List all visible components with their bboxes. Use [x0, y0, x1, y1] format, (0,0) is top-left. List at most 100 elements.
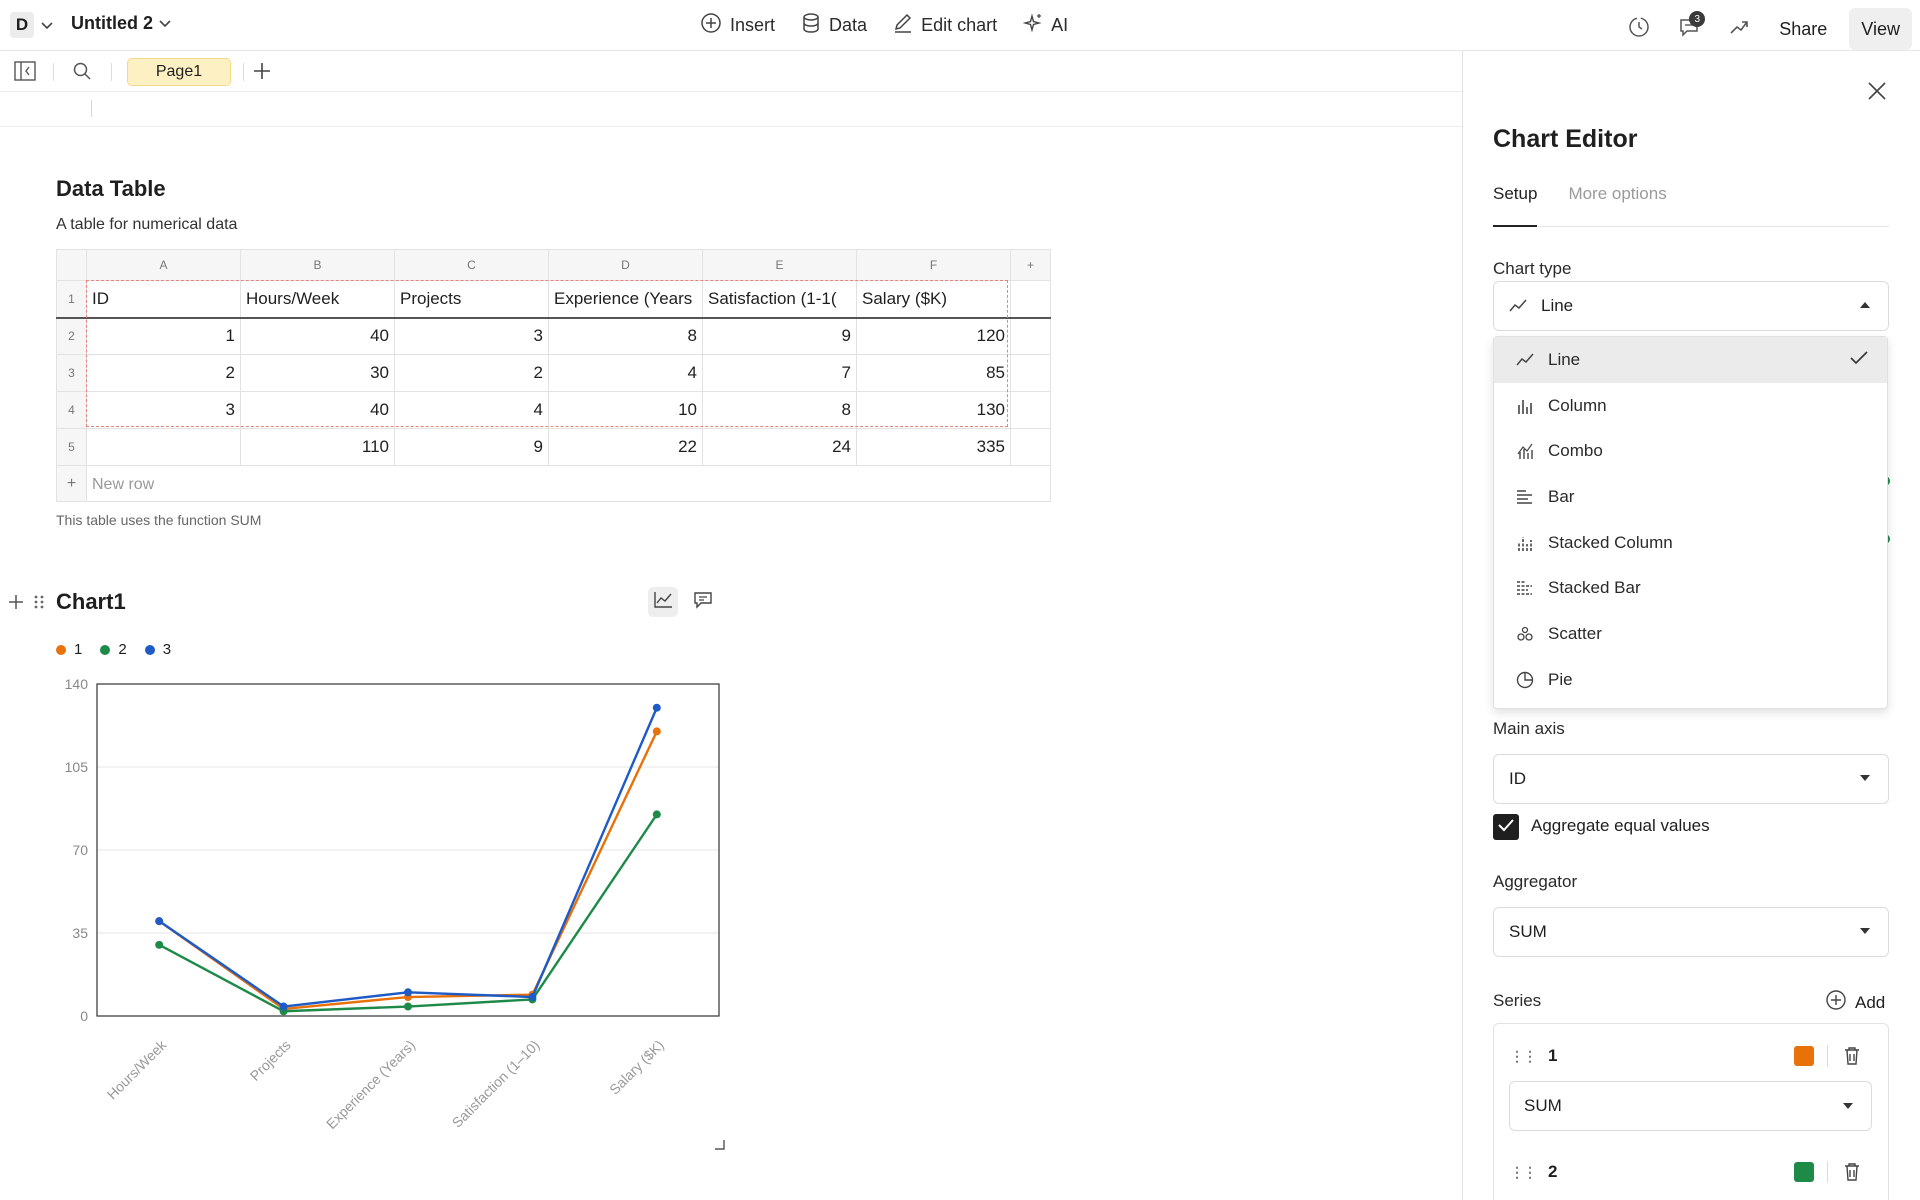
row-number[interactable]: 3: [56, 354, 87, 392]
table-cell[interactable]: [1010, 391, 1051, 429]
column-chart-icon: [1516, 397, 1534, 415]
tab-page1[interactable]: Page1: [127, 58, 231, 86]
table-cell[interactable]: ID: [86, 280, 241, 319]
new-row-button[interactable]: New row: [86, 465, 1051, 502]
table-cell[interactable]: 10: [548, 391, 703, 429]
table-cell[interactable]: [1010, 428, 1051, 466]
sidebar-toggle-icon[interactable]: [14, 61, 36, 86]
chart-type-option-pie[interactable]: Pie: [1494, 657, 1887, 703]
table-cell[interactable]: 30: [240, 354, 395, 392]
table-cell[interactable]: 2: [86, 354, 241, 392]
title-chevron-icon[interactable]: [158, 13, 172, 34]
workspace-avatar[interactable]: D: [10, 12, 34, 38]
column-letter[interactable]: B: [240, 249, 395, 281]
search-icon[interactable]: [72, 61, 92, 86]
table-cell[interactable]: Satisfaction (1-1(: [702, 280, 857, 319]
table-cell[interactable]: 9: [394, 428, 549, 466]
aggregate-checkbox[interactable]: [1493, 814, 1519, 840]
add-block-icon[interactable]: [8, 594, 24, 615]
table-cell[interactable]: 22: [548, 428, 703, 466]
add-page-icon[interactable]: [252, 61, 272, 86]
aggregator-select[interactable]: SUM: [1493, 907, 1889, 957]
table-cell[interactable]: 2: [394, 354, 549, 392]
table-cell[interactable]: 8: [548, 317, 703, 355]
data-button[interactable]: Data: [801, 10, 867, 40]
column-letter[interactable]: A: [86, 249, 241, 281]
table-cell[interactable]: 85: [856, 354, 1011, 392]
table-cell[interactable]: 4: [394, 391, 549, 429]
chart-type-option-stacked-column[interactable]: Stacked Column: [1494, 520, 1887, 566]
chart-type-option-bar[interactable]: Bar: [1494, 474, 1887, 520]
table-cell[interactable]: 40: [240, 317, 395, 355]
row-number[interactable]: 2: [56, 317, 87, 355]
series-color-swatch[interactable]: [1794, 1046, 1814, 1066]
legend-item[interactable]: 3: [144, 641, 171, 658]
series-aggregator-select[interactable]: SUM: [1509, 1081, 1872, 1131]
workspace-chevron-icon[interactable]: [40, 18, 54, 36]
close-button[interactable]: [1863, 79, 1891, 107]
table-cell[interactable]: Experience (Years: [548, 280, 703, 319]
legend-item[interactable]: 1: [56, 641, 82, 658]
column-letter[interactable]: C: [394, 249, 549, 281]
table-cell[interactable]: [1010, 280, 1051, 319]
chart-view-button[interactable]: [648, 587, 678, 617]
table-cell[interactable]: 24: [702, 428, 857, 466]
table-cell[interactable]: Projects: [394, 280, 549, 319]
trash-icon[interactable]: [1841, 1161, 1863, 1183]
table-cell[interactable]: 335: [856, 428, 1011, 466]
drag-handle-icon[interactable]: ⋮⋮: [1510, 1163, 1537, 1180]
share-button[interactable]: Share: [1779, 18, 1828, 39]
history-button[interactable]: [1621, 11, 1657, 47]
chart-type-option-combo[interactable]: Combo: [1494, 428, 1887, 474]
chart-type-option-stacked-bar[interactable]: Stacked Bar: [1494, 565, 1887, 611]
row-number[interactable]: 4: [56, 391, 87, 429]
table-cell[interactable]: 3: [86, 391, 241, 429]
table-cell[interactable]: Salary ($K): [856, 280, 1011, 319]
chart-type-option-column[interactable]: Column: [1494, 383, 1887, 429]
table-cell[interactable]: [1010, 317, 1051, 355]
formula-bar[interactable]: [0, 92, 1462, 127]
main-axis-select[interactable]: ID: [1493, 754, 1889, 804]
edit-chart-button[interactable]: Edit chart: [893, 10, 997, 40]
drag-handle-icon[interactable]: [34, 594, 44, 615]
tab-more-options[interactable]: More options: [1568, 184, 1667, 203]
table-cell[interactable]: 3: [394, 317, 549, 355]
add-series-button[interactable]: Add: [1825, 989, 1885, 1016]
chart-type-option-scatter[interactable]: Scatter: [1494, 611, 1887, 657]
comments-button[interactable]: 3: [1671, 11, 1707, 47]
analytics-button[interactable]: [1721, 11, 1757, 47]
table-cell[interactable]: 40: [240, 391, 395, 429]
add-column-button[interactable]: +: [1010, 249, 1051, 281]
table-cell[interactable]: 4: [548, 354, 703, 392]
table-cell[interactable]: 7: [702, 354, 857, 392]
table-cell[interactable]: [1010, 354, 1051, 392]
table-cell[interactable]: 9: [702, 317, 857, 355]
add-row-icon[interactable]: +: [56, 465, 87, 502]
table-cell[interactable]: Hours/Week: [240, 280, 395, 319]
table-cell[interactable]: 1: [86, 317, 241, 355]
corner-cell[interactable]: [56, 249, 87, 281]
ai-button[interactable]: AI: [1022, 10, 1068, 40]
row-number[interactable]: 1: [56, 280, 87, 319]
chart-comment-button[interactable]: [688, 587, 718, 617]
legend-item[interactable]: 2: [100, 641, 127, 658]
table-cell[interactable]: 110: [240, 428, 395, 466]
drag-handle-icon[interactable]: ⋮⋮: [1510, 1047, 1537, 1064]
column-letter[interactable]: E: [702, 249, 857, 281]
row-number[interactable]: 5: [56, 428, 87, 466]
table-cell[interactable]: 130: [856, 391, 1011, 429]
column-letter[interactable]: D: [548, 249, 703, 281]
chart-type-option-line[interactable]: Line: [1494, 337, 1887, 383]
tab-setup[interactable]: Setup: [1493, 182, 1538, 227]
chart-type-select[interactable]: Line: [1493, 281, 1889, 331]
insert-button[interactable]: Insert: [700, 10, 775, 40]
resize-handle-icon[interactable]: [714, 1138, 726, 1156]
series-color-swatch[interactable]: [1794, 1162, 1814, 1182]
table-cell[interactable]: 120: [856, 317, 1011, 355]
table-cell[interactable]: [86, 428, 241, 466]
document-title[interactable]: Untitled 2: [71, 13, 172, 34]
trash-icon[interactable]: [1841, 1045, 1863, 1067]
table-cell[interactable]: 8: [702, 391, 857, 429]
column-letter[interactable]: F: [856, 249, 1011, 281]
view-button[interactable]: View: [1849, 8, 1912, 50]
